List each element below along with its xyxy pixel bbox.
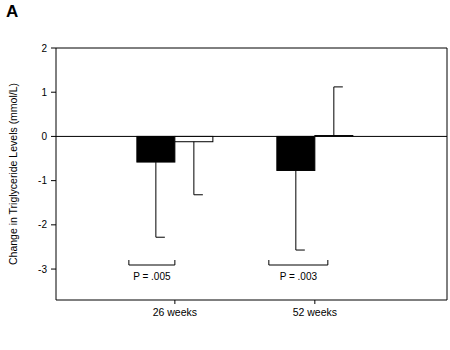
x-tick (314, 300, 315, 304)
y-tick-label: 2 (41, 43, 47, 54)
frame-right (447, 48, 448, 300)
x-tick (174, 300, 175, 304)
bar (137, 136, 175, 162)
zero-line (56, 136, 447, 137)
error-cap (296, 250, 305, 251)
y-tick-label: 1 (41, 87, 47, 98)
bar (277, 136, 315, 170)
y-tick (51, 48, 56, 49)
y-tick (51, 136, 56, 137)
y-tick (51, 224, 56, 225)
error-line (193, 142, 194, 195)
error-cap (334, 86, 343, 87)
y-axis-label: Change in Triglyceride Levels (mmol/L) (7, 83, 19, 265)
y-tick (51, 92, 56, 93)
x-tick-label: 26 weeks (153, 306, 197, 318)
p-bracket (269, 260, 328, 265)
error-bar (156, 162, 165, 237)
y-tick-label: -2 (38, 219, 47, 230)
y-tick-label: 0 (41, 131, 47, 142)
error-bar (194, 142, 203, 195)
error-bar (296, 170, 305, 250)
error-line (333, 87, 334, 136)
error-cap (156, 237, 165, 238)
x-axis (56, 300, 447, 301)
frame-top (56, 48, 447, 49)
error-line (155, 162, 156, 237)
panel-label: A (6, 2, 18, 21)
y-tick (51, 180, 56, 181)
chart-container: A Change in Triglyceride Levels (mmol/L) -… (0, 0, 450, 350)
bar (175, 136, 213, 141)
bars (137, 87, 353, 250)
p-value: P = .005 (133, 271, 171, 282)
y-tick-label: -1 (38, 175, 47, 186)
y-tick-label: -3 (38, 264, 47, 275)
p-value: P = .003 (280, 271, 318, 282)
y-tick (51, 269, 56, 270)
error-cap (194, 194, 203, 195)
error-bar (334, 87, 343, 136)
p-bracket (129, 260, 175, 265)
error-line (295, 170, 296, 250)
y-axis (56, 48, 57, 300)
chart-svg: A Change in Triglyceride Levels (mmol/L) -… (0, 0, 450, 350)
x-tick-label: 52 weeks (293, 306, 337, 318)
